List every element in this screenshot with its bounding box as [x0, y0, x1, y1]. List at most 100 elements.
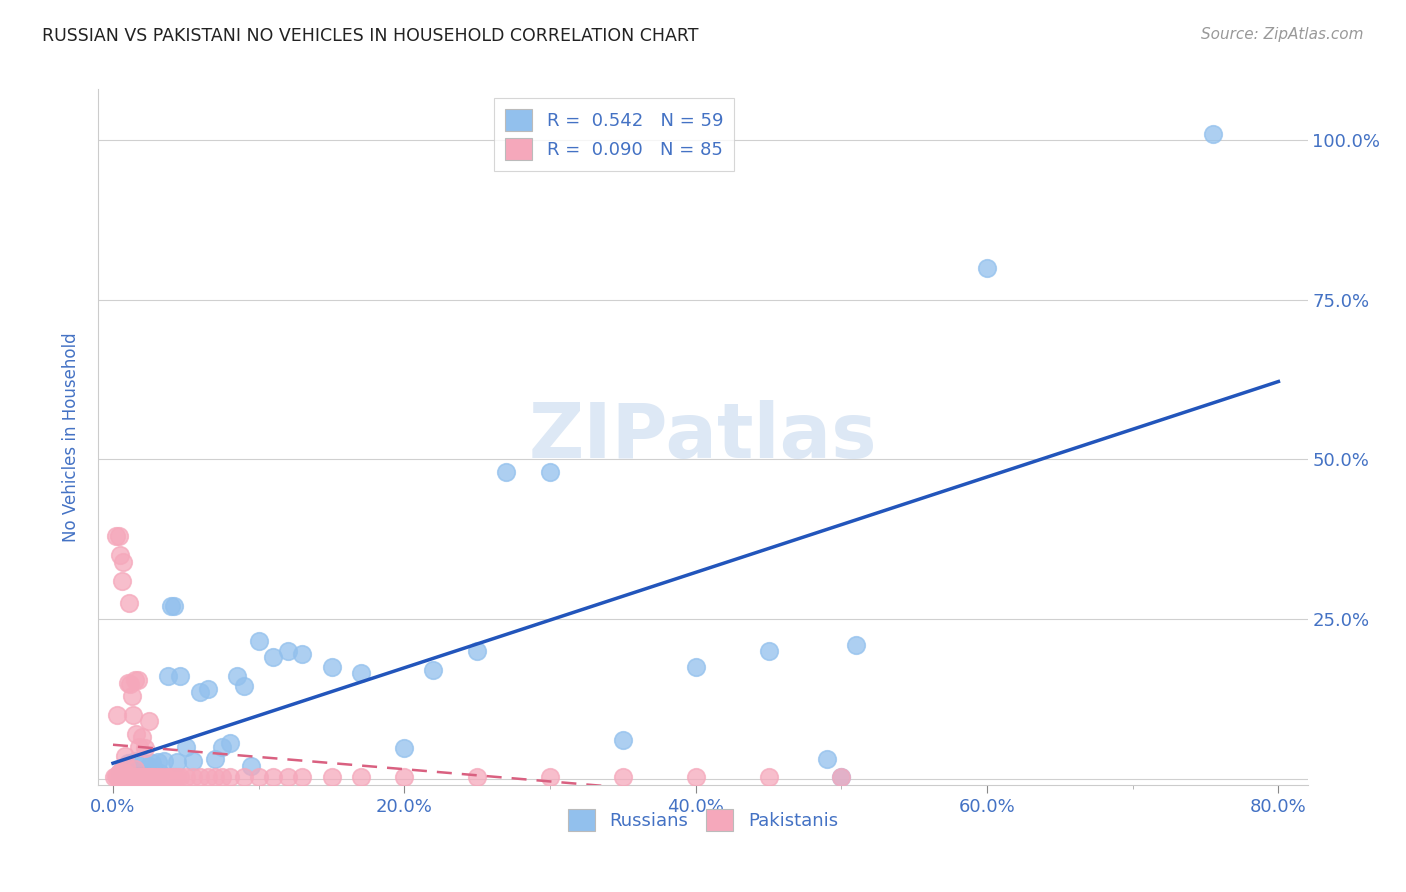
Point [174, 770, 197, 784]
Point [120, 677, 142, 691]
Point [134, 740, 156, 755]
Point [110, 770, 132, 784]
Point [976, 260, 998, 275]
Point [495, 465, 517, 479]
Point [110, 548, 132, 562]
Text: RUSSIAN VS PAKISTANI NO VEHICLES IN HOUSEHOLD CORRELATION CHART: RUSSIAN VS PAKISTANI NO VEHICLES IN HOUS… [42, 27, 699, 45]
Point [129, 770, 152, 784]
Point [211, 739, 233, 754]
Point [121, 770, 143, 784]
Point [157, 770, 180, 784]
Point [174, 739, 197, 754]
Point [132, 756, 155, 770]
Point [538, 465, 561, 479]
Point [247, 770, 270, 784]
Point [105, 770, 128, 784]
Point [422, 663, 444, 677]
Point [160, 599, 183, 614]
Point [350, 770, 373, 784]
Point [169, 669, 191, 683]
Point [211, 770, 233, 784]
Point [118, 596, 141, 610]
Point [277, 770, 299, 784]
Point [134, 770, 156, 784]
Point [134, 765, 156, 780]
Point [117, 770, 139, 784]
Point [135, 770, 157, 784]
Point [122, 707, 145, 722]
Point [204, 770, 226, 784]
Point [138, 714, 160, 728]
Point [149, 766, 172, 780]
Point [127, 768, 149, 782]
Point [141, 770, 163, 784]
Point [291, 647, 314, 661]
Point [181, 754, 204, 768]
Point [131, 730, 153, 744]
Point [124, 762, 146, 776]
Point [139, 770, 162, 784]
Point [117, 768, 139, 782]
Point [138, 770, 160, 784]
Point [160, 770, 183, 784]
Point [110, 768, 132, 782]
Point [197, 770, 219, 784]
Point [115, 770, 138, 784]
Point [114, 766, 136, 780]
Point [538, 770, 561, 784]
Point [120, 770, 142, 784]
Point [110, 765, 132, 780]
Point [146, 755, 169, 769]
Point [685, 770, 707, 784]
Point [465, 770, 488, 784]
Point [112, 555, 135, 569]
Point [128, 770, 150, 784]
Point [112, 765, 135, 780]
Point [135, 770, 157, 784]
Point [128, 739, 150, 754]
Point [262, 650, 284, 665]
Y-axis label: No Vehicles in Household: No Vehicles in Household [62, 332, 80, 542]
Point [121, 770, 143, 784]
Point [114, 769, 136, 783]
Point [612, 770, 634, 784]
Point [612, 733, 634, 747]
Point [157, 669, 180, 683]
Point [166, 770, 188, 784]
Text: Source: ZipAtlas.com: Source: ZipAtlas.com [1201, 27, 1364, 42]
Point [163, 770, 186, 784]
Point [225, 669, 247, 683]
Point [108, 529, 131, 543]
Point [197, 682, 219, 697]
Point [108, 770, 131, 784]
Point [233, 679, 256, 693]
Point [127, 673, 149, 687]
Point [117, 676, 139, 690]
Point [104, 529, 127, 543]
Point [262, 770, 284, 784]
Point [153, 755, 176, 769]
Point [132, 770, 155, 784]
Point [122, 770, 145, 784]
Point [830, 770, 852, 784]
Point [122, 768, 145, 782]
Point [111, 768, 134, 782]
Point [112, 762, 135, 776]
Point [394, 770, 416, 784]
Point [240, 759, 263, 773]
Point [321, 770, 343, 784]
Point [163, 599, 186, 614]
Point [124, 768, 146, 782]
Point [685, 660, 707, 674]
Point [190, 685, 212, 699]
Point [145, 765, 167, 780]
Point [758, 644, 780, 658]
Point [124, 673, 146, 687]
Point [125, 727, 148, 741]
Point [181, 770, 204, 784]
Point [120, 766, 142, 780]
Point [108, 766, 131, 780]
Point [145, 770, 167, 784]
Point [291, 770, 314, 784]
Text: ZIPatlas: ZIPatlas [529, 401, 877, 474]
